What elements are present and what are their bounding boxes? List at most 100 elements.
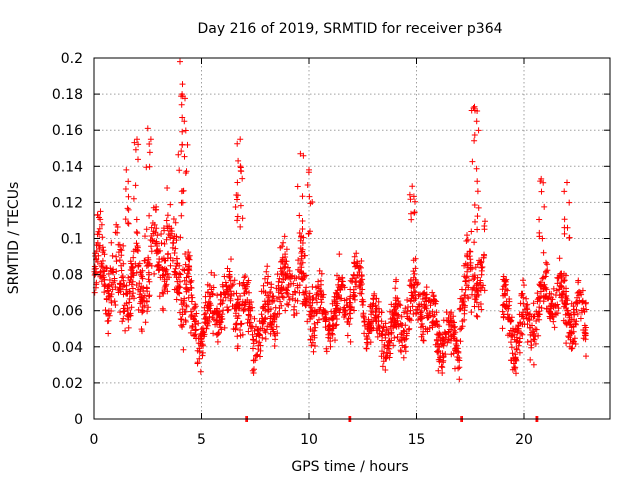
data-point [299, 240, 306, 246]
data-point [279, 293, 286, 300]
data-point [378, 331, 385, 337]
data-point [459, 318, 466, 325]
data-point [295, 257, 302, 264]
data-point [278, 302, 285, 309]
y-axis-label: SRMTID / TECUs [6, 182, 22, 295]
data-point [457, 338, 464, 345]
data-point [142, 257, 148, 264]
data-point [192, 313, 199, 320]
data-point [270, 326, 277, 333]
data-point [333, 305, 340, 312]
data-point [450, 313, 457, 320]
data-point [379, 363, 386, 370]
data-point [402, 348, 409, 355]
data-point [117, 309, 124, 316]
data-point [445, 336, 452, 343]
data-point [417, 291, 424, 298]
data-point [98, 221, 105, 228]
data-point [234, 140, 241, 147]
data-point [367, 339, 374, 346]
data-point [260, 282, 267, 289]
data-point [420, 290, 427, 297]
data-point [195, 340, 202, 347]
data-point [433, 318, 440, 325]
data-point [520, 309, 527, 316]
data-point [474, 188, 481, 195]
data-point [112, 302, 119, 308]
data-point [347, 338, 354, 345]
data-point [404, 313, 411, 320]
data-point [478, 306, 485, 313]
data-point [475, 127, 482, 134]
data-point [531, 336, 538, 343]
data-point [433, 337, 440, 344]
data-point [380, 324, 387, 331]
data-point [464, 232, 470, 239]
data-point [563, 320, 570, 327]
data-point [561, 188, 568, 195]
data-point [472, 218, 478, 225]
data-point [125, 324, 132, 331]
data-point [306, 299, 312, 306]
data-point [159, 272, 166, 279]
data-point [473, 281, 480, 288]
data-point [123, 286, 130, 293]
data-point [452, 341, 459, 347]
data-point [262, 335, 269, 342]
data-point [411, 288, 418, 295]
data-point [176, 167, 183, 174]
data-point [469, 158, 476, 165]
data-point [184, 270, 191, 277]
data-point [392, 285, 399, 292]
data-point [161, 276, 168, 283]
data-point [135, 286, 142, 293]
data-point [430, 297, 437, 304]
data-point [91, 263, 98, 270]
data-point [510, 325, 516, 332]
data-point [157, 247, 163, 254]
data-point [520, 277, 526, 284]
data-point [517, 300, 524, 307]
data-point [180, 346, 187, 353]
data-point [378, 318, 385, 325]
data-point [533, 318, 540, 324]
data-point [358, 290, 365, 297]
data-point [175, 283, 182, 289]
data-point [124, 307, 131, 313]
data-point [108, 291, 115, 298]
data-point [234, 213, 241, 220]
data-point [583, 353, 589, 360]
data-point [150, 228, 157, 235]
data-point [98, 260, 105, 267]
data-point [159, 305, 166, 312]
data-point [351, 272, 358, 279]
data-point [538, 279, 544, 286]
data-point [239, 282, 246, 289]
data-point [167, 262, 174, 269]
data-point [215, 311, 222, 318]
data-point [381, 344, 388, 350]
data-point [354, 262, 361, 269]
data-point [363, 336, 370, 343]
data-point [178, 101, 185, 108]
data-point [146, 260, 153, 267]
data-point [357, 285, 363, 292]
data-point [121, 302, 128, 309]
data-point [337, 295, 343, 302]
data-point [183, 281, 190, 288]
data-point [294, 183, 301, 190]
y-tick-label: 0.06 [52, 304, 83, 320]
data-point [577, 315, 584, 322]
data-point [145, 304, 152, 311]
data-point [227, 277, 234, 284]
data-point [477, 301, 484, 307]
data-point [130, 195, 137, 202]
data-point [201, 311, 208, 318]
data-point [319, 310, 326, 317]
data-point [307, 337, 314, 343]
data-point [134, 230, 141, 237]
data-point [108, 299, 115, 306]
data-point [237, 327, 243, 333]
data-point [204, 281, 211, 288]
data-point [351, 253, 358, 260]
